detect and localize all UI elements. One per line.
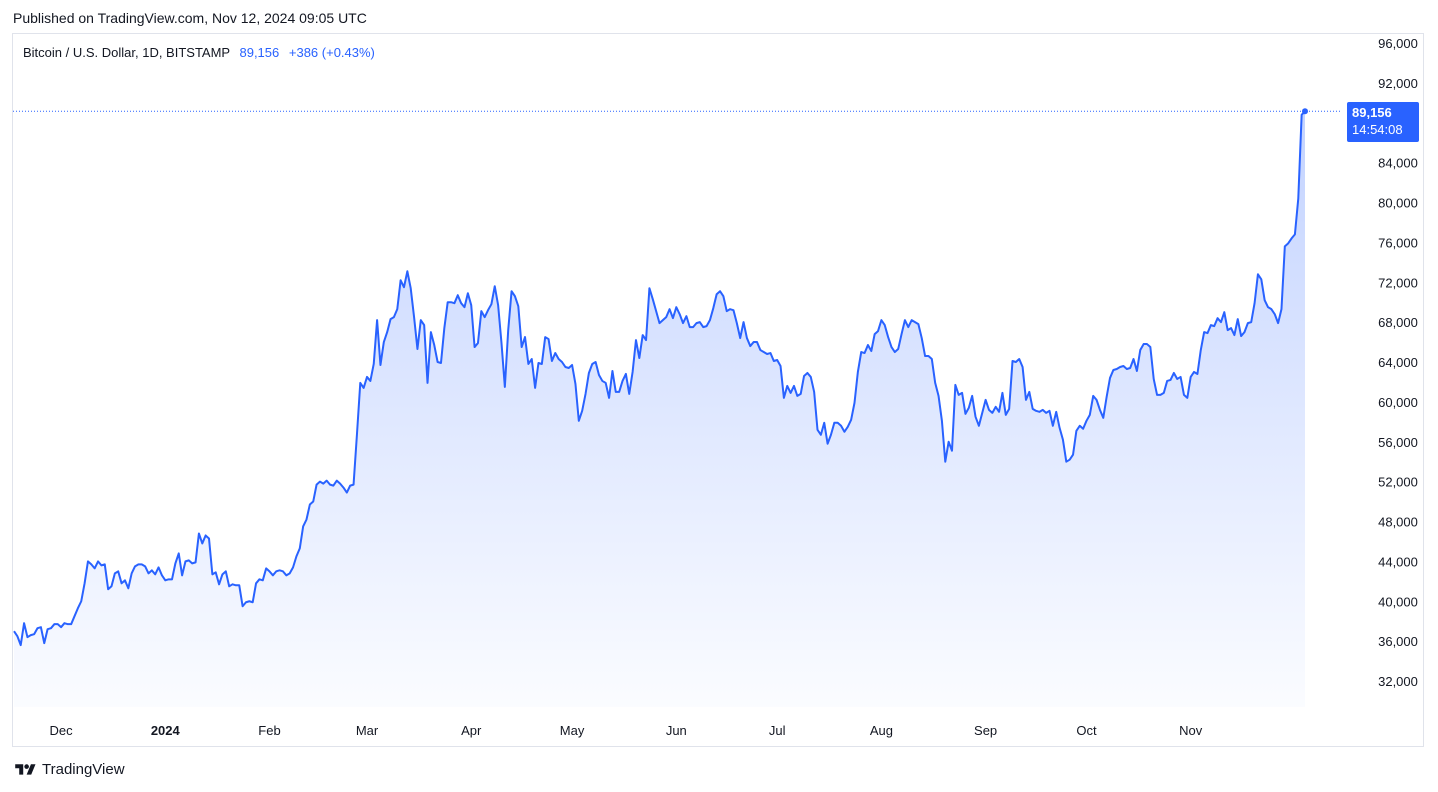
x-tick-label: May bbox=[560, 723, 585, 738]
y-tick-label: 32,000 bbox=[1378, 674, 1418, 689]
price-area-fill bbox=[14, 111, 1305, 708]
y-tick-label: 80,000 bbox=[1378, 196, 1418, 211]
y-tick-label: 44,000 bbox=[1378, 554, 1418, 569]
y-tick-label: 60,000 bbox=[1378, 395, 1418, 410]
tradingview-logo-icon bbox=[15, 763, 36, 775]
chart-frame bbox=[12, 33, 1424, 747]
plot-area bbox=[13, 108, 1340, 708]
y-tick-label: 40,000 bbox=[1378, 594, 1418, 609]
y-tick-label: 36,000 bbox=[1378, 634, 1418, 649]
bar-countdown: 14:54:08 bbox=[1352, 122, 1403, 137]
x-tick-label: 2024 bbox=[151, 723, 181, 738]
x-tick-label: Apr bbox=[461, 723, 482, 738]
footer-brand[interactable]: TradingView bbox=[13, 761, 125, 778]
x-tick-label: Jul bbox=[769, 723, 786, 738]
x-tick-label: Oct bbox=[1076, 723, 1097, 738]
y-axis: 96,00092,00088,00084,00080,00076,00072,0… bbox=[1378, 36, 1418, 689]
x-tick-label: Dec bbox=[50, 723, 74, 738]
published-caption: Published on TradingView.com, Nov 12, 20… bbox=[13, 10, 367, 26]
last-price-label: 89,156 14:54:08 bbox=[1347, 102, 1419, 142]
x-tick-label: Mar bbox=[356, 723, 379, 738]
x-tick-label: Aug bbox=[870, 723, 893, 738]
y-tick-label: 76,000 bbox=[1378, 235, 1418, 250]
footer-brand-label: TradingView bbox=[42, 761, 125, 778]
y-tick-label: 68,000 bbox=[1378, 315, 1418, 330]
last-price-label-value: 89,156 bbox=[1352, 105, 1392, 120]
x-tick-label: Sep bbox=[974, 723, 997, 738]
price-change: +386 (+0.43%) bbox=[288, 45, 375, 60]
x-tick-label: Jun bbox=[666, 723, 687, 738]
x-tick-label: Nov bbox=[1179, 723, 1203, 738]
x-axis: Dec 2024 Feb Mar Apr May Jun Jul Aug Sep Oct Nov bbox=[50, 723, 1203, 738]
x-tick-label: Feb bbox=[258, 723, 280, 738]
y-tick-label: 52,000 bbox=[1378, 475, 1418, 490]
price-series-line[interactable] bbox=[13, 110, 1306, 647]
symbol-legend[interactable]: Bitcoin / U.S. Dollar, 1D, BITSTAMP 89,1… bbox=[23, 45, 375, 60]
y-tick-label: 92,000 bbox=[1378, 76, 1418, 91]
y-tick-label: 56,000 bbox=[1378, 435, 1418, 450]
y-tick-label: 64,000 bbox=[1378, 355, 1418, 370]
y-tick-label: 96,000 bbox=[1378, 36, 1418, 51]
symbol-title: Bitcoin / U.S. Dollar, 1D, BITSTAMP bbox=[23, 45, 230, 60]
y-tick-label: 84,000 bbox=[1378, 156, 1418, 171]
y-tick-label: 72,000 bbox=[1378, 275, 1418, 290]
last-price: 89,156 bbox=[239, 45, 280, 60]
y-tick-label: 48,000 bbox=[1378, 515, 1418, 530]
last-point-marker bbox=[1302, 108, 1308, 115]
